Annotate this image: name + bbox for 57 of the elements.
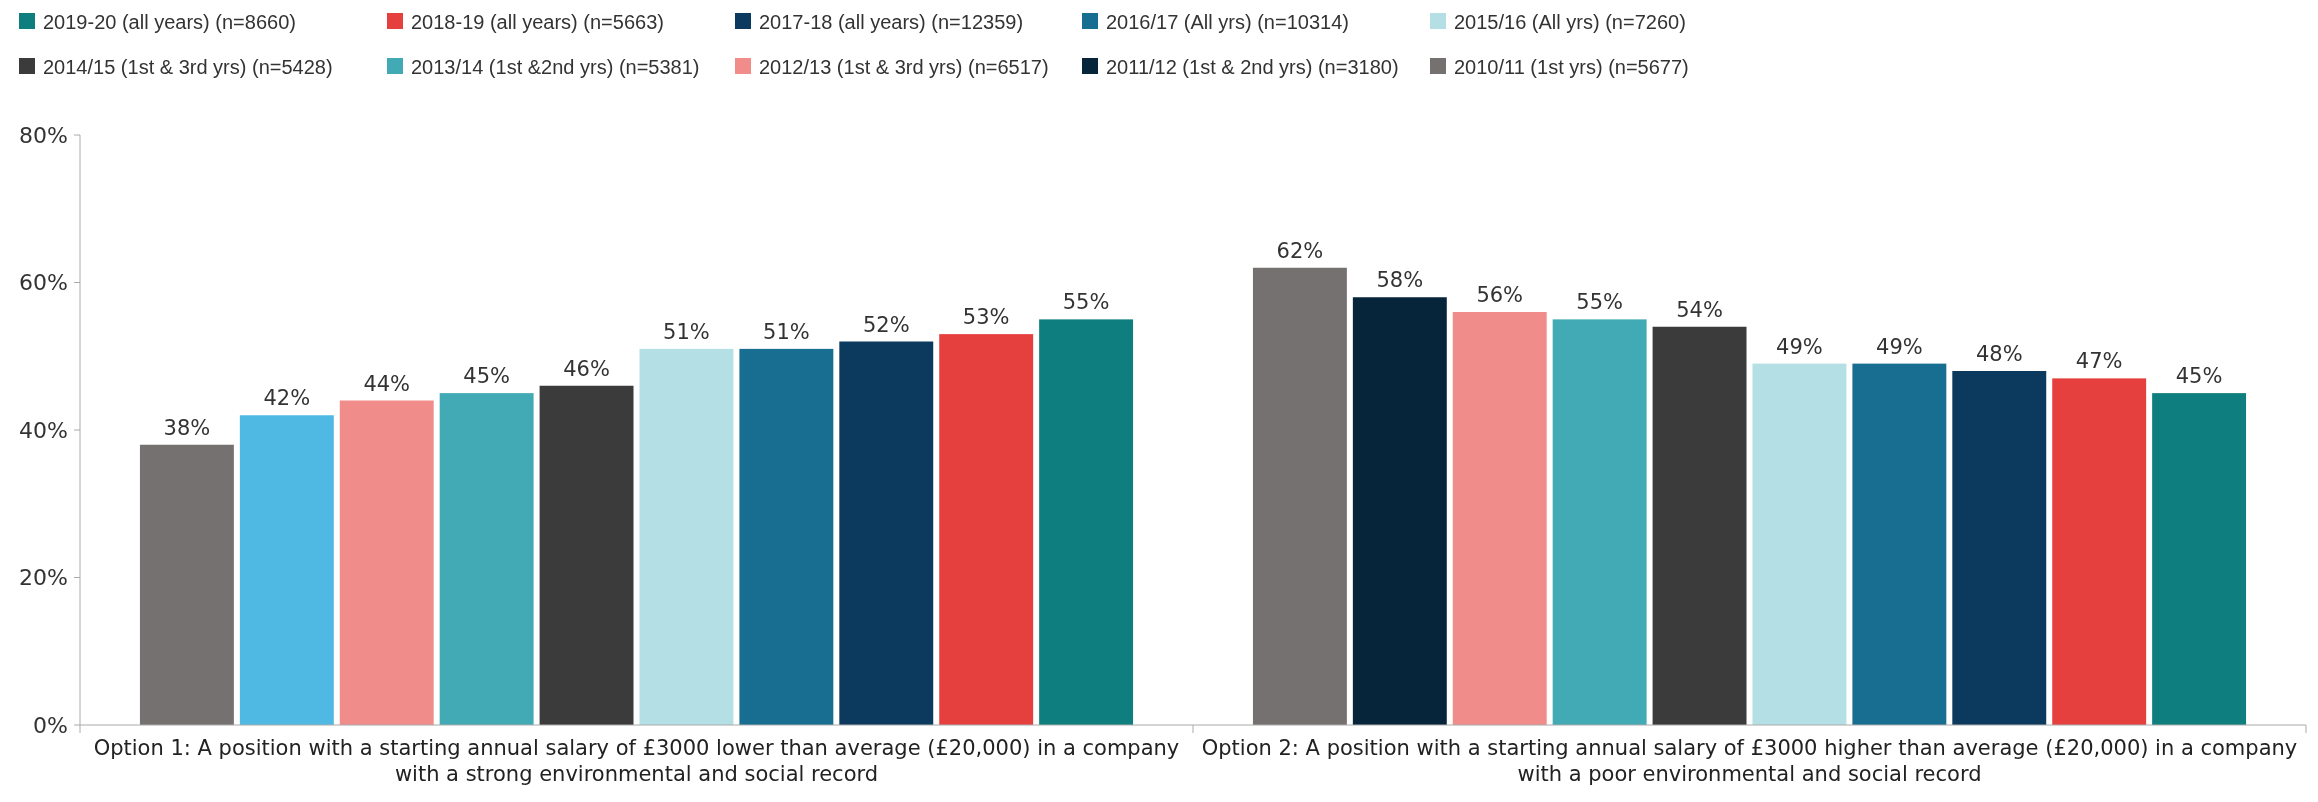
data-label: 38% bbox=[163, 415, 211, 440]
bar bbox=[639, 348, 734, 725]
bar bbox=[1039, 319, 1134, 725]
data-label: 56% bbox=[1476, 283, 1524, 307]
legend-label: 2010/11 (1st yrs) (n=5677) bbox=[1454, 56, 1689, 78]
bar bbox=[339, 400, 434, 725]
data-label: 55% bbox=[1576, 290, 1623, 315]
legend-label: 2017-18 (all years) (n=12359) bbox=[759, 11, 1024, 33]
bar bbox=[1252, 267, 1347, 725]
legend-label: 2018-19 (all years) (n=5663) bbox=[411, 11, 664, 33]
data-label: 45% bbox=[463, 364, 510, 389]
legend-label: 2011/12 (1st & 2nd yrs) (n=3180) bbox=[1106, 56, 1399, 78]
data-label: 62% bbox=[1276, 238, 1324, 263]
legend-label: 2012/13 (1st & 3rd yrs) (n=6517) bbox=[759, 56, 1049, 78]
legend-label: 2015/16 (All yrs) (n=7260) bbox=[1454, 11, 1686, 33]
data-label: 46% bbox=[563, 356, 610, 381]
bar bbox=[739, 348, 834, 725]
legend-label: 2014/15 (1st & 3rd yrs) (n=5428) bbox=[43, 56, 333, 78]
bar bbox=[239, 415, 334, 725]
bar bbox=[1852, 363, 1947, 725]
x-tick-label: Option 2: A position with a starting annual salary of £3000 higher than average (£20,000) in a company with a poor environmental and social record bbox=[1201, 736, 2298, 786]
legend-label: 2016/17 (All yrs) (n=10314) bbox=[1106, 11, 1349, 33]
bar bbox=[939, 334, 1034, 725]
data-label: 55% bbox=[1062, 290, 1110, 315]
data-label: 49% bbox=[1876, 334, 1923, 359]
data-label: 48% bbox=[1975, 342, 2023, 366]
x-tick-label: Option 1: A position with a starting annual salary of £3000 lower than average (£20,000) in a company with a strong environmental and social record bbox=[93, 736, 1180, 786]
bar bbox=[539, 385, 634, 725]
bar bbox=[839, 341, 934, 725]
data-label: 52% bbox=[862, 312, 910, 337]
y-tick-label: 80% bbox=[19, 122, 68, 148]
bar bbox=[1752, 363, 1847, 725]
bar bbox=[1952, 371, 2047, 725]
bar bbox=[2052, 378, 2147, 725]
bar bbox=[139, 444, 234, 725]
legend-label: 2013/14 (1st &2nd yrs) (n=5381) bbox=[411, 56, 700, 78]
data-label: 54% bbox=[1676, 297, 1723, 322]
data-label: 47% bbox=[2075, 349, 2123, 374]
data-label: 45% bbox=[2175, 364, 2223, 389]
legend-label: 2019-20 (all years) (n=8660) bbox=[43, 11, 296, 33]
bar bbox=[2152, 393, 2247, 725]
data-label: 58% bbox=[1376, 268, 1424, 293]
y-tick-label: 0% bbox=[33, 712, 68, 738]
data-label: 49% bbox=[1776, 334, 1823, 359]
bar bbox=[1652, 326, 1747, 725]
bar bbox=[439, 393, 534, 725]
data-label: 44% bbox=[363, 371, 411, 396]
data-label: 53% bbox=[962, 305, 1010, 330]
data-label: 42% bbox=[263, 386, 311, 411]
data-label: 51% bbox=[763, 319, 810, 344]
y-tick-label: 40% bbox=[19, 417, 68, 443]
data-label: 51% bbox=[663, 319, 710, 344]
y-tick-label: 20% bbox=[19, 565, 68, 591]
bar bbox=[1352, 297, 1447, 725]
bar bbox=[1552, 319, 1647, 725]
bar bbox=[1452, 312, 1547, 725]
y-tick-label: 60% bbox=[19, 270, 68, 296]
